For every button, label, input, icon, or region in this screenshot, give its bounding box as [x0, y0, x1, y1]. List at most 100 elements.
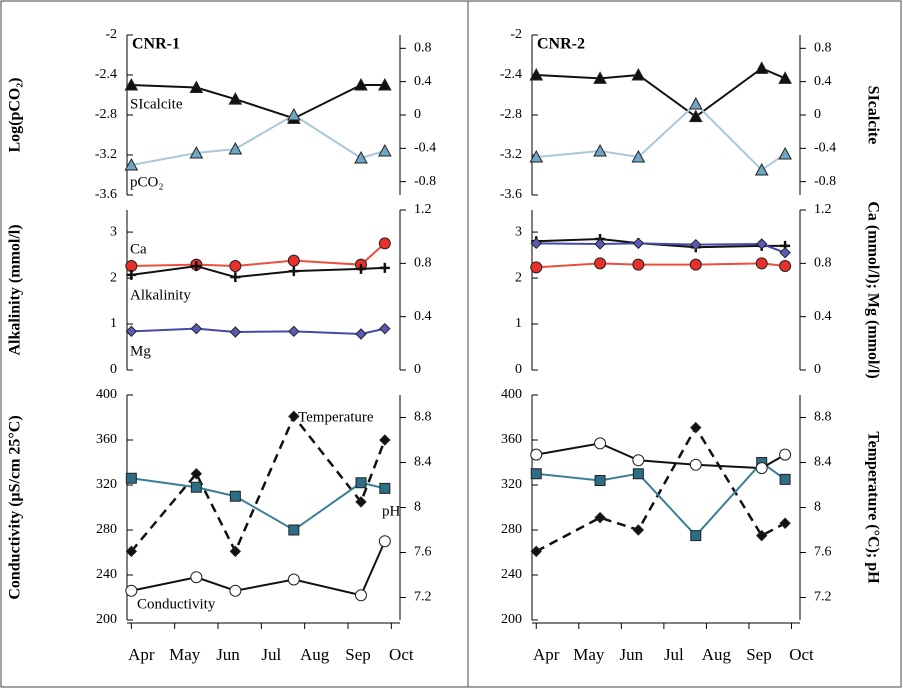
marker [632, 524, 645, 536]
y-tick-label: 0 [110, 362, 117, 377]
y2-tick-label: 0.4 [814, 309, 832, 324]
series-line [131, 540, 386, 597]
marker [779, 473, 791, 485]
y2-tick-label: 7.6 [414, 545, 432, 560]
y2-tick-label: 8 [814, 500, 821, 515]
y2-tick-label: 8.4 [814, 455, 832, 470]
marker [124, 157, 139, 171]
y2-tick-label: -0.4 [414, 141, 436, 156]
y2-tick-label: 0.8 [414, 41, 432, 56]
series-line [536, 442, 786, 470]
marker [688, 96, 703, 110]
y-tick-label: 360 [501, 432, 522, 447]
series-line [131, 327, 386, 336]
y2-tick-label: 7.6 [814, 545, 832, 560]
y2-tick-label: -0.4 [814, 141, 836, 156]
series-label: SIcalcite [130, 96, 183, 112]
series-label: Conductivity [137, 596, 216, 612]
series-label: Ca [130, 241, 147, 257]
marker [354, 150, 368, 164]
series-label: pH [382, 503, 401, 519]
marker [754, 61, 769, 74]
marker [288, 266, 299, 277]
y-tick-label: -3.2 [500, 147, 522, 162]
series-label: Alkalinity [130, 287, 191, 303]
y2-tick-label: -0.8 [814, 174, 836, 189]
marker [530, 545, 542, 558]
series-line [131, 265, 385, 279]
y2-tick-label: 0.4 [414, 74, 432, 89]
y-axis-label: Alkalinity (mmol/l) [7, 224, 24, 355]
marker [286, 107, 301, 121]
y-tick-label: -2.4 [95, 67, 117, 82]
marker [190, 322, 203, 335]
x-tick-label: May [169, 645, 201, 664]
y-tick-label: -2.4 [500, 67, 522, 82]
y-tick-label: -2.8 [95, 107, 117, 122]
marker [632, 258, 645, 271]
marker [778, 71, 792, 84]
series-line [536, 102, 786, 172]
marker [126, 269, 137, 280]
marker [530, 237, 542, 250]
marker [755, 462, 768, 475]
y-tick-label: 200 [501, 612, 522, 627]
marker [379, 262, 390, 273]
marker [756, 529, 768, 542]
series-line [131, 113, 386, 166]
y2-tick-label: 0.8 [814, 41, 832, 56]
y-tick-label: 400 [96, 387, 117, 402]
marker [378, 535, 391, 548]
y2-tick-label: 8.4 [414, 455, 432, 470]
y2-tick-label: -0.8 [414, 174, 436, 189]
marker [125, 472, 137, 484]
y2-tick-label: 0 [814, 107, 821, 122]
marker [377, 77, 392, 91]
marker [355, 477, 367, 489]
marker [229, 584, 242, 597]
y2-tick-label: 0 [814, 362, 821, 377]
marker [356, 263, 366, 274]
y-tick-label: -3.6 [500, 187, 522, 202]
x-tick-label: Jun [620, 645, 644, 664]
y2-axis-label: Temperature (°C); pH [864, 431, 881, 584]
marker [594, 511, 606, 524]
y2-tick-label: 0.8 [814, 256, 832, 271]
marker [378, 237, 391, 250]
x-tick-label: Jun [216, 645, 240, 664]
y2-tick-label: 8.8 [814, 410, 832, 425]
y2-tick-label: 8.8 [414, 410, 432, 425]
y2-tick-label: 0.8 [414, 256, 432, 271]
marker [125, 545, 138, 558]
marker [594, 475, 606, 486]
y-tick-label: -3.2 [95, 147, 117, 162]
y-tick-label: 240 [501, 567, 522, 582]
marker [125, 325, 138, 338]
x-tick-label: Jul [664, 645, 684, 664]
series-line [536, 242, 786, 254]
y2-tick-label: 0 [414, 362, 421, 377]
y-tick-label: 2 [110, 270, 117, 285]
marker [689, 458, 702, 471]
y-tick-label: 3 [515, 224, 522, 239]
x-tick-label: Aug [702, 645, 732, 664]
y2-tick-label: 0.4 [814, 74, 832, 89]
x-tick-label: Apr [533, 645, 560, 664]
marker [530, 448, 543, 461]
y2-tick-label: 7.2 [814, 590, 832, 605]
marker [779, 246, 791, 259]
y-axis-label: Log(pCO₂) [7, 77, 24, 152]
marker [754, 162, 769, 176]
marker [755, 257, 768, 270]
marker [779, 260, 792, 272]
y-tick-label: 360 [96, 432, 117, 447]
marker [190, 571, 203, 584]
x-tick-label: May [573, 645, 605, 664]
marker [779, 448, 792, 461]
y-tick-label: 200 [96, 612, 117, 627]
marker [189, 80, 204, 93]
marker [632, 237, 645, 250]
x-tick-label: Jul [261, 645, 281, 664]
marker [230, 272, 241, 283]
